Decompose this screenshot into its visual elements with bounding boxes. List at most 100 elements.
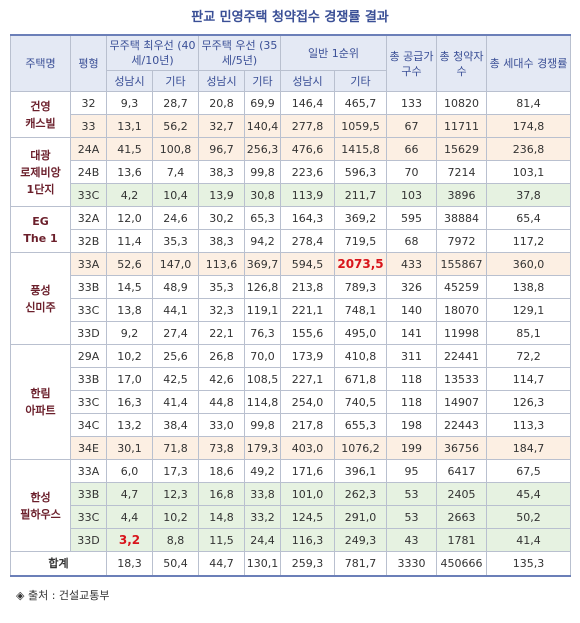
value-cell-b2: 99,8	[244, 160, 281, 184]
table-row: 33C 4,2 10,4 13,9 30,8 113,9 211,7 103 3896 37,8	[11, 183, 572, 207]
unit-type-cell: 33	[70, 114, 107, 138]
value-cell-a1: 16,3	[106, 390, 153, 414]
table-row: 34E 30,1 71,8 73,8 179,3 403,0 1076,2 199 36756 1…	[11, 436, 572, 460]
value-cell-supply: 70	[386, 160, 438, 184]
value-cell-a1: 13,1	[106, 114, 153, 138]
value-cell-ratio: 138,8	[486, 275, 572, 299]
value-cell-b2: 76,3	[244, 321, 281, 345]
value-cell-c1: 594,5	[280, 252, 335, 276]
subheader-other: 기타	[333, 70, 388, 92]
unit-type-cell: 32A	[70, 206, 107, 230]
subheader-seongnam: 성남시	[198, 70, 245, 92]
value-cell-c1: 217,8	[280, 413, 335, 437]
value-cell-b1: 113,6	[198, 252, 245, 276]
value-cell-a2: 71,8	[152, 436, 199, 460]
value-cell-supply: 53	[386, 482, 438, 506]
value-cell-a1: 14,5	[106, 275, 153, 299]
value-cell-b2: 33,8	[244, 482, 281, 506]
value-cell-a2: 17,3	[152, 459, 199, 483]
value-cell-supply: 95	[386, 459, 438, 483]
value-cell-applicants: 11998	[436, 321, 488, 345]
value-cell-c1: 277,8	[280, 114, 335, 138]
value-cell-a1: 4,7	[106, 482, 153, 506]
unit-type-cell: 24A	[70, 137, 107, 161]
total-label: 합계	[10, 551, 107, 577]
value-cell-c1: 278,4	[280, 229, 335, 253]
total-cell-a2: 50,4	[152, 551, 199, 577]
value-cell-c2: 249,3	[333, 528, 388, 552]
value-cell-a1: 9,3	[106, 91, 153, 115]
value-cell-applicants: 3896	[436, 183, 488, 207]
value-cell-c2: 495,0	[333, 321, 388, 345]
value-cell-a1: 13,8	[106, 298, 153, 322]
value-cell-applicants: 38884	[436, 206, 488, 230]
table-row: 대광 로제비앙 1단지 24A 41,5 100,8 96,7 256,3 476,6 1415,…	[10, 137, 572, 207]
housing-name: EG The 1	[10, 206, 71, 253]
table-row: 33B 4,7 12,3 16,8 33,8 101,0 262,3 53 2405 45,4	[11, 482, 572, 506]
value-cell-c1: 254,0	[280, 390, 335, 414]
housing-name-line: 1단지	[26, 182, 55, 196]
value-cell-b2: 369,7	[244, 252, 281, 276]
table-body: 건영 캐스빌 32 9,3 28,7 20,8 69,9 146,4 465,7 133 10820…	[10, 91, 572, 577]
value-cell-c1: 101,0	[280, 482, 335, 506]
header-general-1st: 일반 1순위	[279, 34, 388, 71]
value-cell-a1: 11,4	[106, 229, 153, 253]
value-cell-c2: 465,7	[333, 91, 388, 115]
unit-type-cell: 33D	[70, 321, 107, 345]
value-cell-b2: 70,0	[244, 344, 281, 368]
value-cell-a1: 13,6	[106, 160, 153, 184]
value-cell-supply: 53	[386, 505, 438, 529]
table-row: 34C 13,2 38,4 33,0 99,8 217,8 655,3 198 22443 113…	[11, 413, 572, 437]
total-cell-c1: 259,3	[280, 551, 335, 577]
value-cell-supply: 326	[386, 275, 438, 299]
value-cell-applicants: 155867	[436, 252, 488, 276]
value-cell-a1: 12,0	[106, 206, 153, 230]
value-cell-c2: 748,1	[333, 298, 388, 322]
table-row: 32B 11,4 35,3 38,3 94,2 278,4 719,5 68 7972 117,2	[11, 229, 572, 253]
value-cell-a2: 27,4	[152, 321, 199, 345]
value-cell-b1: 44,8	[198, 390, 245, 414]
value-cell-b1: 73,8	[198, 436, 245, 460]
value-cell-c1: 124,5	[280, 505, 335, 529]
value-cell-c1: 113,9	[280, 183, 335, 207]
value-cell-b2: 65,3	[244, 206, 281, 230]
page-title: 판교 민영주택 청약접수 경쟁률 결과	[191, 10, 389, 25]
housing-name: 건영 캐스빌	[10, 91, 71, 138]
housing-name-line: 로제비앙	[20, 165, 61, 179]
table-header: 주택명 평형 무주택 최우선 (40세/10년) 무주택 우선 (35세/5년)…	[10, 34, 572, 92]
value-cell-a1: 13,2	[106, 413, 153, 437]
subheader-other: 기타	[244, 70, 281, 92]
value-cell-supply: 118	[386, 390, 438, 414]
value-cell-b1: 30,2	[198, 206, 245, 230]
value-cell-c1: 213,8	[280, 275, 335, 299]
value-cell-b1: 38,3	[198, 229, 245, 253]
value-cell-b1: 32,3	[198, 298, 245, 322]
value-cell-c1: 221,1	[280, 298, 335, 322]
value-cell-c2: 396,1	[333, 459, 388, 483]
housing-name-line: 아파트	[25, 404, 56, 417]
value-cell-applicants: 14907	[436, 390, 488, 414]
value-cell-a2: 25,6	[152, 344, 199, 368]
value-cell-a2: 42,5	[152, 367, 199, 391]
housing-name: 풍성 신미주	[10, 252, 71, 345]
housing-name-line: 건영	[30, 99, 51, 113]
value-cell-supply: 433	[386, 252, 438, 276]
value-cell-ratio: 174,8	[486, 114, 572, 138]
value-cell-c2: 410,8	[333, 344, 388, 368]
value-cell-ratio: 103,1	[486, 160, 572, 184]
value-cell-ratio: 126,3	[486, 390, 572, 414]
total-cell-b1: 44,7	[198, 551, 245, 577]
table-row: EG The 1 32A 12,0 24,6 30,2 65,3 164,3 369,2 595 3…	[10, 206, 572, 253]
value-cell-ratio: 72,2	[486, 344, 572, 368]
header-total-ratio: 총 세대수 경쟁률	[486, 34, 572, 92]
value-cell-c2: 596,3	[333, 160, 388, 184]
value-cell-ratio: 81,4	[486, 91, 572, 115]
value-cell-c1: 223,6	[280, 160, 335, 184]
value-cell-a2: 10,4	[152, 183, 199, 207]
value-cell-a2: 44,1	[152, 298, 199, 322]
value-cell-supply: 118	[386, 367, 438, 391]
value-cell-ratio: 236,8	[486, 137, 572, 161]
value-cell-a2: 48,9	[152, 275, 199, 299]
value-cell-applicants: 10820	[436, 91, 488, 115]
